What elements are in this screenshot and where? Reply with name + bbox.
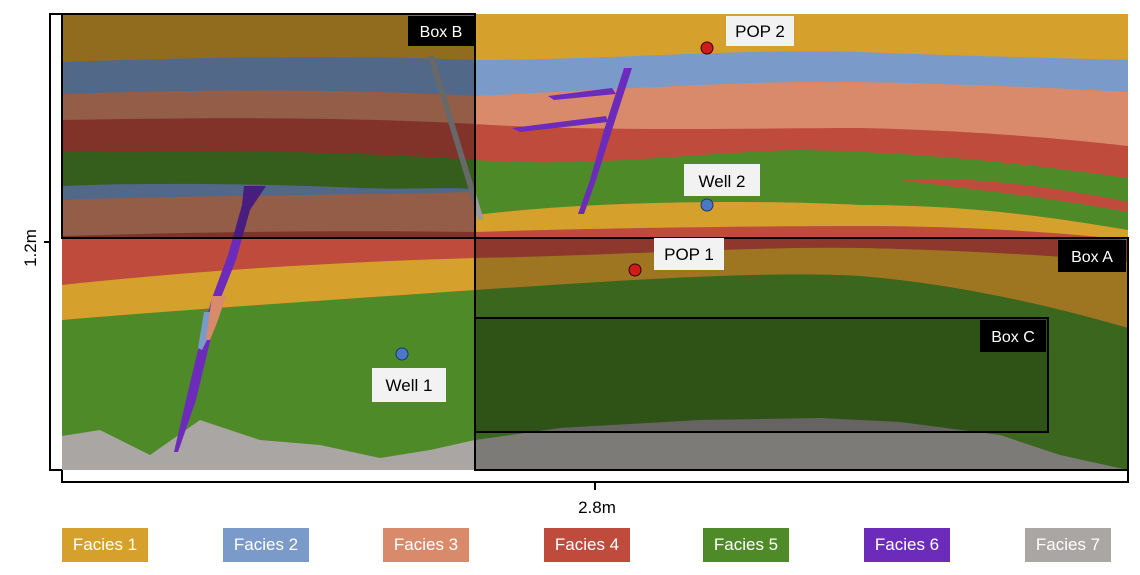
pop2-point: POP 2 xyxy=(700,16,794,55)
facies-legend: Facies 1 Facies 2 Facies 3 Facies 4 Faci… xyxy=(0,528,1140,564)
fault-trace-grey xyxy=(428,56,484,220)
facies1-layer-mid xyxy=(62,247,1128,330)
legend-facies-7-label: Facies 7 xyxy=(1035,535,1101,554)
pop1-marker xyxy=(628,263,642,277)
box-c-label-text: Box C xyxy=(991,329,1035,346)
legend-facies-3: Facies 3 xyxy=(383,528,469,562)
facies6-fault-right xyxy=(578,68,632,214)
box-a-label-text: Box A xyxy=(1071,249,1113,266)
well1-point: Well 1 xyxy=(372,347,446,402)
box-b-label: Box B xyxy=(408,16,474,46)
facies3-layer-mid xyxy=(62,192,475,244)
cross-section-model xyxy=(62,14,1128,470)
box-c-region xyxy=(474,317,1049,433)
box-c-label: Box C xyxy=(980,320,1046,352)
legend-facies-5: Facies 5 xyxy=(703,528,789,562)
box-b-label-text: Box B xyxy=(420,24,463,41)
legend-facies-6: Facies 6 xyxy=(864,528,950,562)
facies4-layer-mid xyxy=(62,226,1128,290)
width-bracket xyxy=(61,470,1129,490)
legend-facies-1-label: Facies 1 xyxy=(72,535,138,554)
facies6-branch-1 xyxy=(548,88,616,100)
facies4-lens-right xyxy=(900,178,1128,212)
pop2-marker xyxy=(700,41,714,55)
box-b-region xyxy=(61,13,476,239)
pop1-point: POP 1 xyxy=(628,238,724,277)
legend-facies-2-label: Facies 2 xyxy=(233,535,299,554)
well2-marker xyxy=(700,198,714,212)
height-scale: 1.2m xyxy=(21,13,62,471)
box-overlays xyxy=(61,13,1129,471)
width-label: 2.8m xyxy=(578,498,616,517)
height-label: 1.2m xyxy=(21,229,40,267)
facies5-layer-upper xyxy=(62,150,1128,230)
legend-facies-1: Facies 1 xyxy=(62,528,148,562)
well1-label: Well 1 xyxy=(386,376,433,395)
well2-label: Well 2 xyxy=(699,172,746,191)
legend-facies-4: Facies 4 xyxy=(544,528,630,562)
well2-point: Well 2 xyxy=(684,164,760,212)
legend-facies-5-label: Facies 5 xyxy=(713,535,779,554)
facies6-branch-2 xyxy=(512,116,608,132)
height-bracket xyxy=(44,13,62,471)
pop2-label: POP 2 xyxy=(735,22,785,41)
legend-facies-4-label: Facies 4 xyxy=(554,535,620,554)
legend-facies-2: Facies 2 xyxy=(223,528,309,562)
pop1-label: POP 1 xyxy=(664,245,714,264)
facies6-fault-left xyxy=(174,186,266,452)
facies2-layer-upper xyxy=(62,51,1128,100)
fault-fill-salmon xyxy=(206,296,226,340)
well1-marker xyxy=(395,347,409,361)
width-scale: 2.8m xyxy=(61,470,1129,517)
box-a-label: Box A xyxy=(1058,240,1126,272)
facies3-layer-upper xyxy=(62,81,1128,150)
legend-facies-7: Facies 7 xyxy=(1025,528,1111,562)
legend-facies-3-label: Facies 3 xyxy=(393,535,459,554)
legend-facies-6-label: Facies 6 xyxy=(874,535,940,554)
